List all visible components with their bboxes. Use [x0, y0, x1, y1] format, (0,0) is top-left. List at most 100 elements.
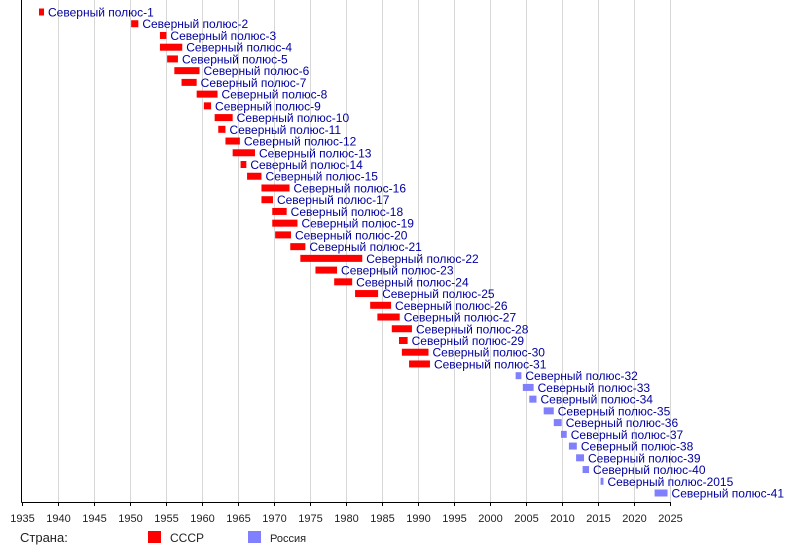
bar-label: Северный полюс-11 — [229, 123, 341, 137]
bar — [240, 161, 247, 169]
x-tick-label: 1975 — [298, 513, 322, 525]
bar — [300, 254, 363, 262]
bar — [261, 196, 273, 204]
bar-label: Северный полюс-36 — [566, 416, 679, 430]
bar-label: Северный полюс-10 — [237, 111, 350, 125]
bar-label: Северный полюс-35 — [558, 404, 671, 418]
bar — [370, 301, 392, 309]
bar — [355, 290, 379, 298]
bar — [181, 78, 197, 86]
bar-label: Северный полюс-16 — [294, 181, 407, 195]
bar-label: Северный полюс-2 — [142, 17, 248, 31]
bar — [600, 477, 604, 485]
legend: Страна: СССР Россия — [20, 530, 306, 545]
bar-label: Северный полюс-18 — [291, 205, 404, 219]
bar-label: Северный полюс-12 — [244, 135, 357, 149]
bar-label: Северный полюс-29 — [412, 334, 525, 348]
bar-label: Северный полюс-25 — [382, 287, 495, 301]
bar-label: Северный полюс-24 — [356, 275, 469, 289]
bar-label: Северный полюс-8 — [222, 88, 328, 102]
bar — [409, 360, 430, 368]
bar-label: Северный полюс-39 — [588, 451, 701, 465]
x-tick-label: 2005 — [514, 513, 538, 525]
x-tick-label: 1965 — [226, 513, 250, 525]
bar-label: Северный полюс-21 — [309, 240, 422, 254]
x-tick-label: 2000 — [478, 513, 502, 525]
bar — [232, 149, 255, 157]
bar-label: Северный полюс-34 — [541, 393, 654, 407]
bar-label: Северный полюс-33 — [538, 381, 651, 395]
bar-label: Северный полюс-28 — [416, 322, 529, 336]
x-tick-label: 2010 — [550, 513, 574, 525]
bar-label: Северный полюс-38 — [581, 440, 694, 454]
bar — [576, 454, 585, 462]
bar — [218, 125, 226, 133]
x-tick-labels: 1935 1940 1945 1950 1955 1960 1965 1970 1975 1980… — [10, 502, 683, 525]
bar — [167, 55, 178, 63]
x-tick-label: 1985 — [370, 513, 394, 525]
bar — [38, 8, 45, 16]
bar — [272, 219, 298, 227]
bar — [174, 67, 200, 75]
bar — [377, 313, 400, 321]
x-tick-label: 1935 — [10, 513, 34, 525]
bar-label: Северный полюс-40 — [593, 463, 706, 477]
bar-label: Северный полюс-32 — [525, 369, 638, 383]
bar-label: Северный полюс-14 — [250, 158, 363, 172]
bar-label: Северный полюс-13 — [259, 146, 372, 160]
bar — [654, 489, 668, 497]
bar — [560, 430, 567, 438]
x-tick-label: 1960 — [190, 513, 214, 525]
x-tick-label: 2015 — [586, 513, 610, 525]
bar-label: Северный полюс-22 — [366, 252, 479, 266]
bar — [131, 20, 139, 28]
bar — [203, 102, 212, 110]
gridlines — [58, 0, 671, 502]
bar — [275, 231, 291, 239]
bar — [315, 266, 338, 274]
bar — [196, 90, 218, 98]
bar — [515, 372, 522, 380]
bar-label: Северный полюс-20 — [295, 228, 408, 242]
bar-label: Северный полюс-15 — [265, 170, 378, 184]
x-tick-label: 2025 — [658, 513, 682, 525]
bar — [159, 43, 183, 51]
bar — [290, 243, 306, 251]
bar — [247, 172, 262, 180]
bar-label: Северный полюс-41 — [672, 487, 785, 501]
bar-label: Северный полюс-1 — [48, 6, 154, 20]
bar — [261, 184, 290, 192]
bar-label: Северный полюс-19 — [301, 217, 414, 231]
x-tick-label: 1950 — [118, 513, 142, 525]
x-tick-label: 1980 — [334, 513, 358, 525]
bar-label: Северный полюс-26 — [395, 299, 508, 313]
legend-label-russia: Россия — [270, 533, 306, 545]
bar-label: Северный полюс-17 — [277, 193, 390, 207]
bar — [398, 336, 408, 344]
bar-label: Северный полюс-37 — [571, 428, 684, 442]
legend-label-ussr: СССР — [170, 531, 204, 545]
bar — [553, 419, 562, 427]
bar-label: Северный полюс-23 — [341, 264, 454, 278]
bar — [543, 407, 554, 415]
x-tick-label: 1940 — [46, 513, 70, 525]
bar-label: Северный полюс-2015 — [607, 475, 733, 489]
bar — [391, 325, 412, 333]
bar — [225, 137, 240, 145]
bar — [401, 348, 429, 356]
x-tick-label: 1990 — [406, 513, 430, 525]
legend-swatch-russia — [248, 531, 261, 543]
bar — [582, 466, 590, 474]
bar-label: Северный полюс-27 — [404, 311, 517, 325]
bar-label: Северный полюс-30 — [433, 346, 546, 360]
bar — [568, 442, 577, 450]
bar — [272, 207, 287, 215]
bar-label: Северный полюс-3 — [170, 29, 276, 43]
x-tick-label: 1945 — [82, 513, 106, 525]
bar — [334, 278, 353, 286]
bar — [159, 31, 167, 39]
x-tick-label: 1970 — [262, 513, 286, 525]
legend-swatch-ussr — [148, 531, 161, 543]
